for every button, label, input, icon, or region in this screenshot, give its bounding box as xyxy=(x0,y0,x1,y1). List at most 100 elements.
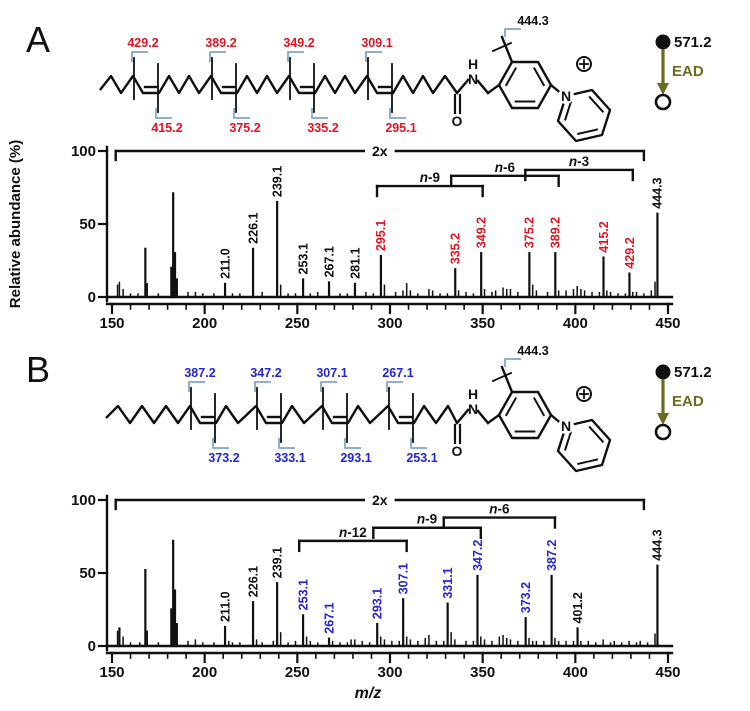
ead-arrow-icon xyxy=(657,83,669,95)
panel-label-A: A xyxy=(26,19,50,60)
x-tick-label: 200 xyxy=(192,664,217,681)
precursor-fragment-label: 444.3 xyxy=(517,344,548,358)
ead-label: EAD xyxy=(672,393,704,410)
panel-label-B: B xyxy=(26,349,50,390)
pyridinium-N: N xyxy=(561,88,571,104)
fragment-label-top: 349.2 xyxy=(283,36,314,50)
fragment-label-bottom: 335.2 xyxy=(307,121,338,135)
positive-charge-icon xyxy=(576,56,592,72)
fragment-label-bottom: 373.2 xyxy=(208,451,239,465)
peak-label: 307.1 xyxy=(396,563,410,594)
amide-H: H xyxy=(468,56,478,72)
fragment-label-top: 347.2 xyxy=(250,366,281,380)
fragment-label-bottom: 253.1 xyxy=(406,451,437,465)
peak-label: 239.1 xyxy=(270,166,284,197)
fragment-label-top: 389.2 xyxy=(205,36,236,50)
y-tick-label: 50 xyxy=(79,565,96,582)
peak-label: 253.1 xyxy=(296,243,310,274)
double-bond-label: n-12 xyxy=(339,525,367,540)
x-tick-label: 300 xyxy=(377,315,402,332)
y-tick-label: 100 xyxy=(71,492,96,509)
fragment-label-top: 429.2 xyxy=(127,36,158,50)
carbonyl-O: O xyxy=(452,113,463,129)
peak-label: 389.2 xyxy=(549,217,563,248)
x-tick-label: 350 xyxy=(470,664,495,681)
peak-label: 349.2 xyxy=(474,217,488,248)
peak-label: 401.2 xyxy=(571,592,585,623)
peak-label: 211.0 xyxy=(218,248,232,279)
peak-label: 239.1 xyxy=(270,547,284,578)
spectrum-panel-A: 0 50 100 150 200 250 300 350 400 450 Relative abun… xyxy=(7,140,681,332)
precursor-ion-icon xyxy=(655,34,671,50)
amide-N: N xyxy=(468,401,478,417)
x-tick-label: 450 xyxy=(655,315,680,332)
x-tick-label: 450 xyxy=(655,664,680,681)
peak-label: 415.2 xyxy=(597,221,611,252)
peak-label: 444.3 xyxy=(651,529,665,560)
peak-label: 267.1 xyxy=(322,246,336,277)
peak-label: 295.1 xyxy=(374,220,388,251)
expanded-region-bracket: 2x xyxy=(114,492,646,511)
x-tick-label: 200 xyxy=(192,315,217,332)
y-tick-label: 0 xyxy=(88,289,96,306)
peak-label: 331.1 xyxy=(441,567,455,598)
peak-label: 335.2 xyxy=(449,233,463,264)
carbonyl-O: O xyxy=(452,443,463,459)
peak-label: 347.2 xyxy=(471,540,485,571)
structure-panel-A: 429.2 415.2 389.2 375.2 349.2 335.2 309.1 295.1… xyxy=(99,14,612,143)
fragment-label-top: 267.1 xyxy=(382,366,413,380)
ead-legend: 571.2 EAD xyxy=(654,34,712,111)
double-bond-label: n-6 xyxy=(495,160,516,175)
fragment-label-top: 309.1 xyxy=(361,36,392,50)
x-tick-label: 150 xyxy=(99,315,124,332)
y-tick-label: 100 xyxy=(71,143,96,160)
x-tick-label: 150 xyxy=(99,664,124,681)
double-bond-bracket-n-9: n-9 xyxy=(375,170,484,198)
double-bond-label: n-9 xyxy=(417,512,437,527)
precursor-mz-label: 571.2 xyxy=(674,364,712,381)
x-tick-label: 350 xyxy=(470,315,495,332)
product-ion-icon xyxy=(654,93,672,111)
peak-label: 373.2 xyxy=(519,582,533,613)
peak-label: 226.1 xyxy=(246,212,260,243)
fragment-label-bottom: 415.2 xyxy=(151,121,182,135)
peaks xyxy=(116,539,659,648)
y-tick-label: 50 xyxy=(79,216,96,233)
pyridinium-N: N xyxy=(561,418,571,434)
peak-label: 253.1 xyxy=(296,579,310,610)
ead-legend: 571.2 EAD xyxy=(654,364,712,441)
fragment-label-bottom: 333.1 xyxy=(274,451,305,465)
expanded-region-label: 2x xyxy=(372,143,388,159)
double-bond-label: n-3 xyxy=(569,154,590,169)
expanded-region-bracket: 2x xyxy=(114,143,646,162)
peak-label: 267.1 xyxy=(322,602,336,633)
y-tick-label: 0 xyxy=(88,638,96,655)
x-tick-label: 300 xyxy=(377,664,402,681)
spectrum-panel-B: 0 50 100 150 200 250 300 350 400 450 m/z 211.0 226.1… xyxy=(71,492,681,702)
fragment-label-top: 307.1 xyxy=(316,366,347,380)
precursor-mz-label: 571.2 xyxy=(674,34,712,51)
fragment-label-bottom: 295.1 xyxy=(385,121,416,135)
x-tick-label: 250 xyxy=(285,315,310,332)
peak-label: 444.3 xyxy=(651,177,665,208)
double-bond-bracket-n-6: n-6 xyxy=(442,502,557,529)
x-tick-label: 400 xyxy=(563,315,588,332)
peak-label: 281.1 xyxy=(348,248,362,279)
y-axis-title: Relative abundance (%) xyxy=(7,140,24,308)
precursor-ion-icon xyxy=(655,364,671,380)
fragment-label-bottom: 293.1 xyxy=(340,451,371,465)
x-axis-title: m/z xyxy=(355,685,382,702)
fragment-label-top: 387.2 xyxy=(184,366,215,380)
fragment-label-bottom: 375.2 xyxy=(229,121,260,135)
peaks xyxy=(116,192,659,299)
double-bond-bracket-n-12: n-12 xyxy=(297,525,408,553)
ead-arrow-icon xyxy=(657,413,669,425)
peak-label: 226.1 xyxy=(246,566,260,597)
peak-label: 293.1 xyxy=(371,588,385,619)
peak-label: 387.2 xyxy=(545,540,559,571)
amide-N: N xyxy=(468,71,478,87)
x-tick-label: 250 xyxy=(285,664,310,681)
double-bond-bracket-n-3: n-3 xyxy=(524,154,634,182)
amide-H: H xyxy=(468,386,478,402)
